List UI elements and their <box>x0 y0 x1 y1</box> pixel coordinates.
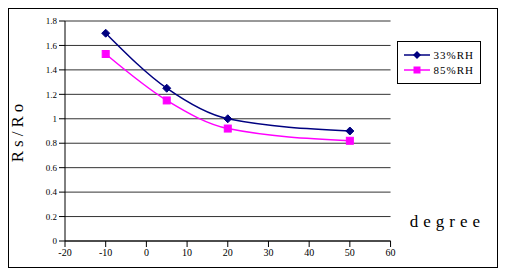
svg-text:30: 30 <box>263 247 273 258</box>
svg-text:0.2: 0.2 <box>46 212 57 222</box>
svg-text:-20: -20 <box>58 247 71 258</box>
html-text:85%RH: 85%RH <box>433 64 474 76</box>
svg-text:0: 0 <box>53 236 58 246</box>
svg-text:1.8: 1.8 <box>46 16 58 26</box>
svg-text:1.2: 1.2 <box>46 90 57 100</box>
html-text:33%RH: 33%RH <box>433 49 474 61</box>
svg-text:20: 20 <box>223 247 233 258</box>
svg-text:40: 40 <box>304 247 314 258</box>
svg-text:Rs/Ro: Rs/Ro <box>9 100 27 163</box>
svg-text:0.6: 0.6 <box>46 163 58 173</box>
svg-text:-10: -10 <box>99 247 112 258</box>
svg-text:1.4: 1.4 <box>46 65 58 75</box>
svg-text:0.4: 0.4 <box>46 187 58 197</box>
svg-text:1.6: 1.6 <box>46 41 58 51</box>
svg-text:1: 1 <box>53 114 58 124</box>
svg-text:0: 0 <box>144 247 149 258</box>
svg-text:10: 10 <box>182 247 192 258</box>
svg-text:50: 50 <box>345 247 355 258</box>
html-text:degree: degree <box>409 212 485 231</box>
svg-text:0.8: 0.8 <box>46 138 58 148</box>
svg-text:60: 60 <box>386 247 396 258</box>
